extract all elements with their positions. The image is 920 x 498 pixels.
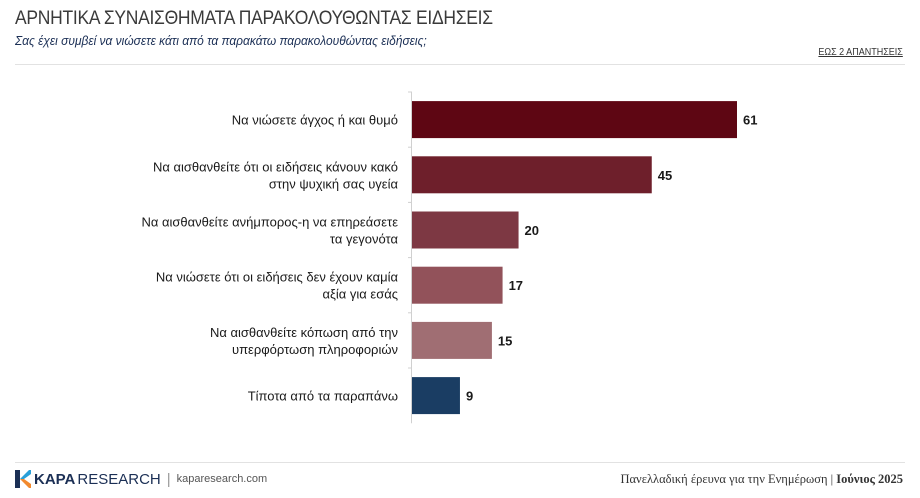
bar [412,266,503,304]
category-label: αξία για εσάς [323,287,398,302]
footer-divider [15,462,905,463]
data-label: 9 [466,389,473,404]
footer-survey: Πανελλαδική έρευνα για την Ενημέρωση | Ι… [620,472,903,486]
category-label: υπερφόρτωση πληροφοριών [232,342,398,357]
bar-chart: 61 Να νιώσετε άγχος ή και θυμό 45 Να αισθαν… [141,91,757,424]
bar [412,321,492,359]
category-label: Να νιώσετε άγχος ή και θυμό [232,113,398,128]
bar [412,101,737,139]
brand-bold: KAPA [34,470,76,488]
bar [412,211,519,249]
data-label: 45 [658,168,672,183]
chart-title: ΑΡΝΗΤΙΚΑ ΣΥΝΑΙΣΘΗΜΑΤΑ ΠΑΡΑΚΟΛΟΥΘΩΝΤΑΣ ΕΙ… [15,8,493,29]
data-label: 17 [509,278,523,293]
header-divider [15,64,905,65]
answers-note: ΕΩΣ 2 ΑΠΑΝΤΗΣΕΙΣ [818,47,903,58]
chart-subtitle: Σας έχει συμβεί να νιώσετε κάτι από τα π… [15,33,427,48]
category-label: Να νιώσετε ότι οι ειδήσεις δεν έχουν καμ… [156,270,399,285]
data-label: 20 [525,223,539,238]
category-label: Να αισθανθείτε ανήμπορος-η να επηρεάσετε [141,215,398,230]
category-label: Να αισθανθείτε ότι οι ειδήσεις κάνουν κα… [153,159,398,174]
footer-brand: KAPA RESEARCH | kaparesearch.com [15,470,267,488]
category-label: Τίποτα από τα παραπάνω [248,389,398,404]
site-link[interactable]: kaparesearch.com [176,473,268,485]
separator: | [166,470,171,488]
survey-name: Πανελλαδική έρευνα για την Ενημέρωση [620,472,828,486]
brand-rest: RESEARCH [77,470,161,488]
bar [412,156,652,194]
category-label: Να αισθανθείτε κόπωση από την [210,325,398,340]
bar [412,377,460,415]
category-label: τα γεγονότα [330,232,399,247]
survey-date: Ιούνιος 2025 [836,472,903,486]
category-label: στην ψυχική σας υγεία [269,176,399,191]
data-label: 61 [743,113,757,128]
kapa-logo-icon [15,470,31,488]
data-label: 15 [498,333,512,348]
